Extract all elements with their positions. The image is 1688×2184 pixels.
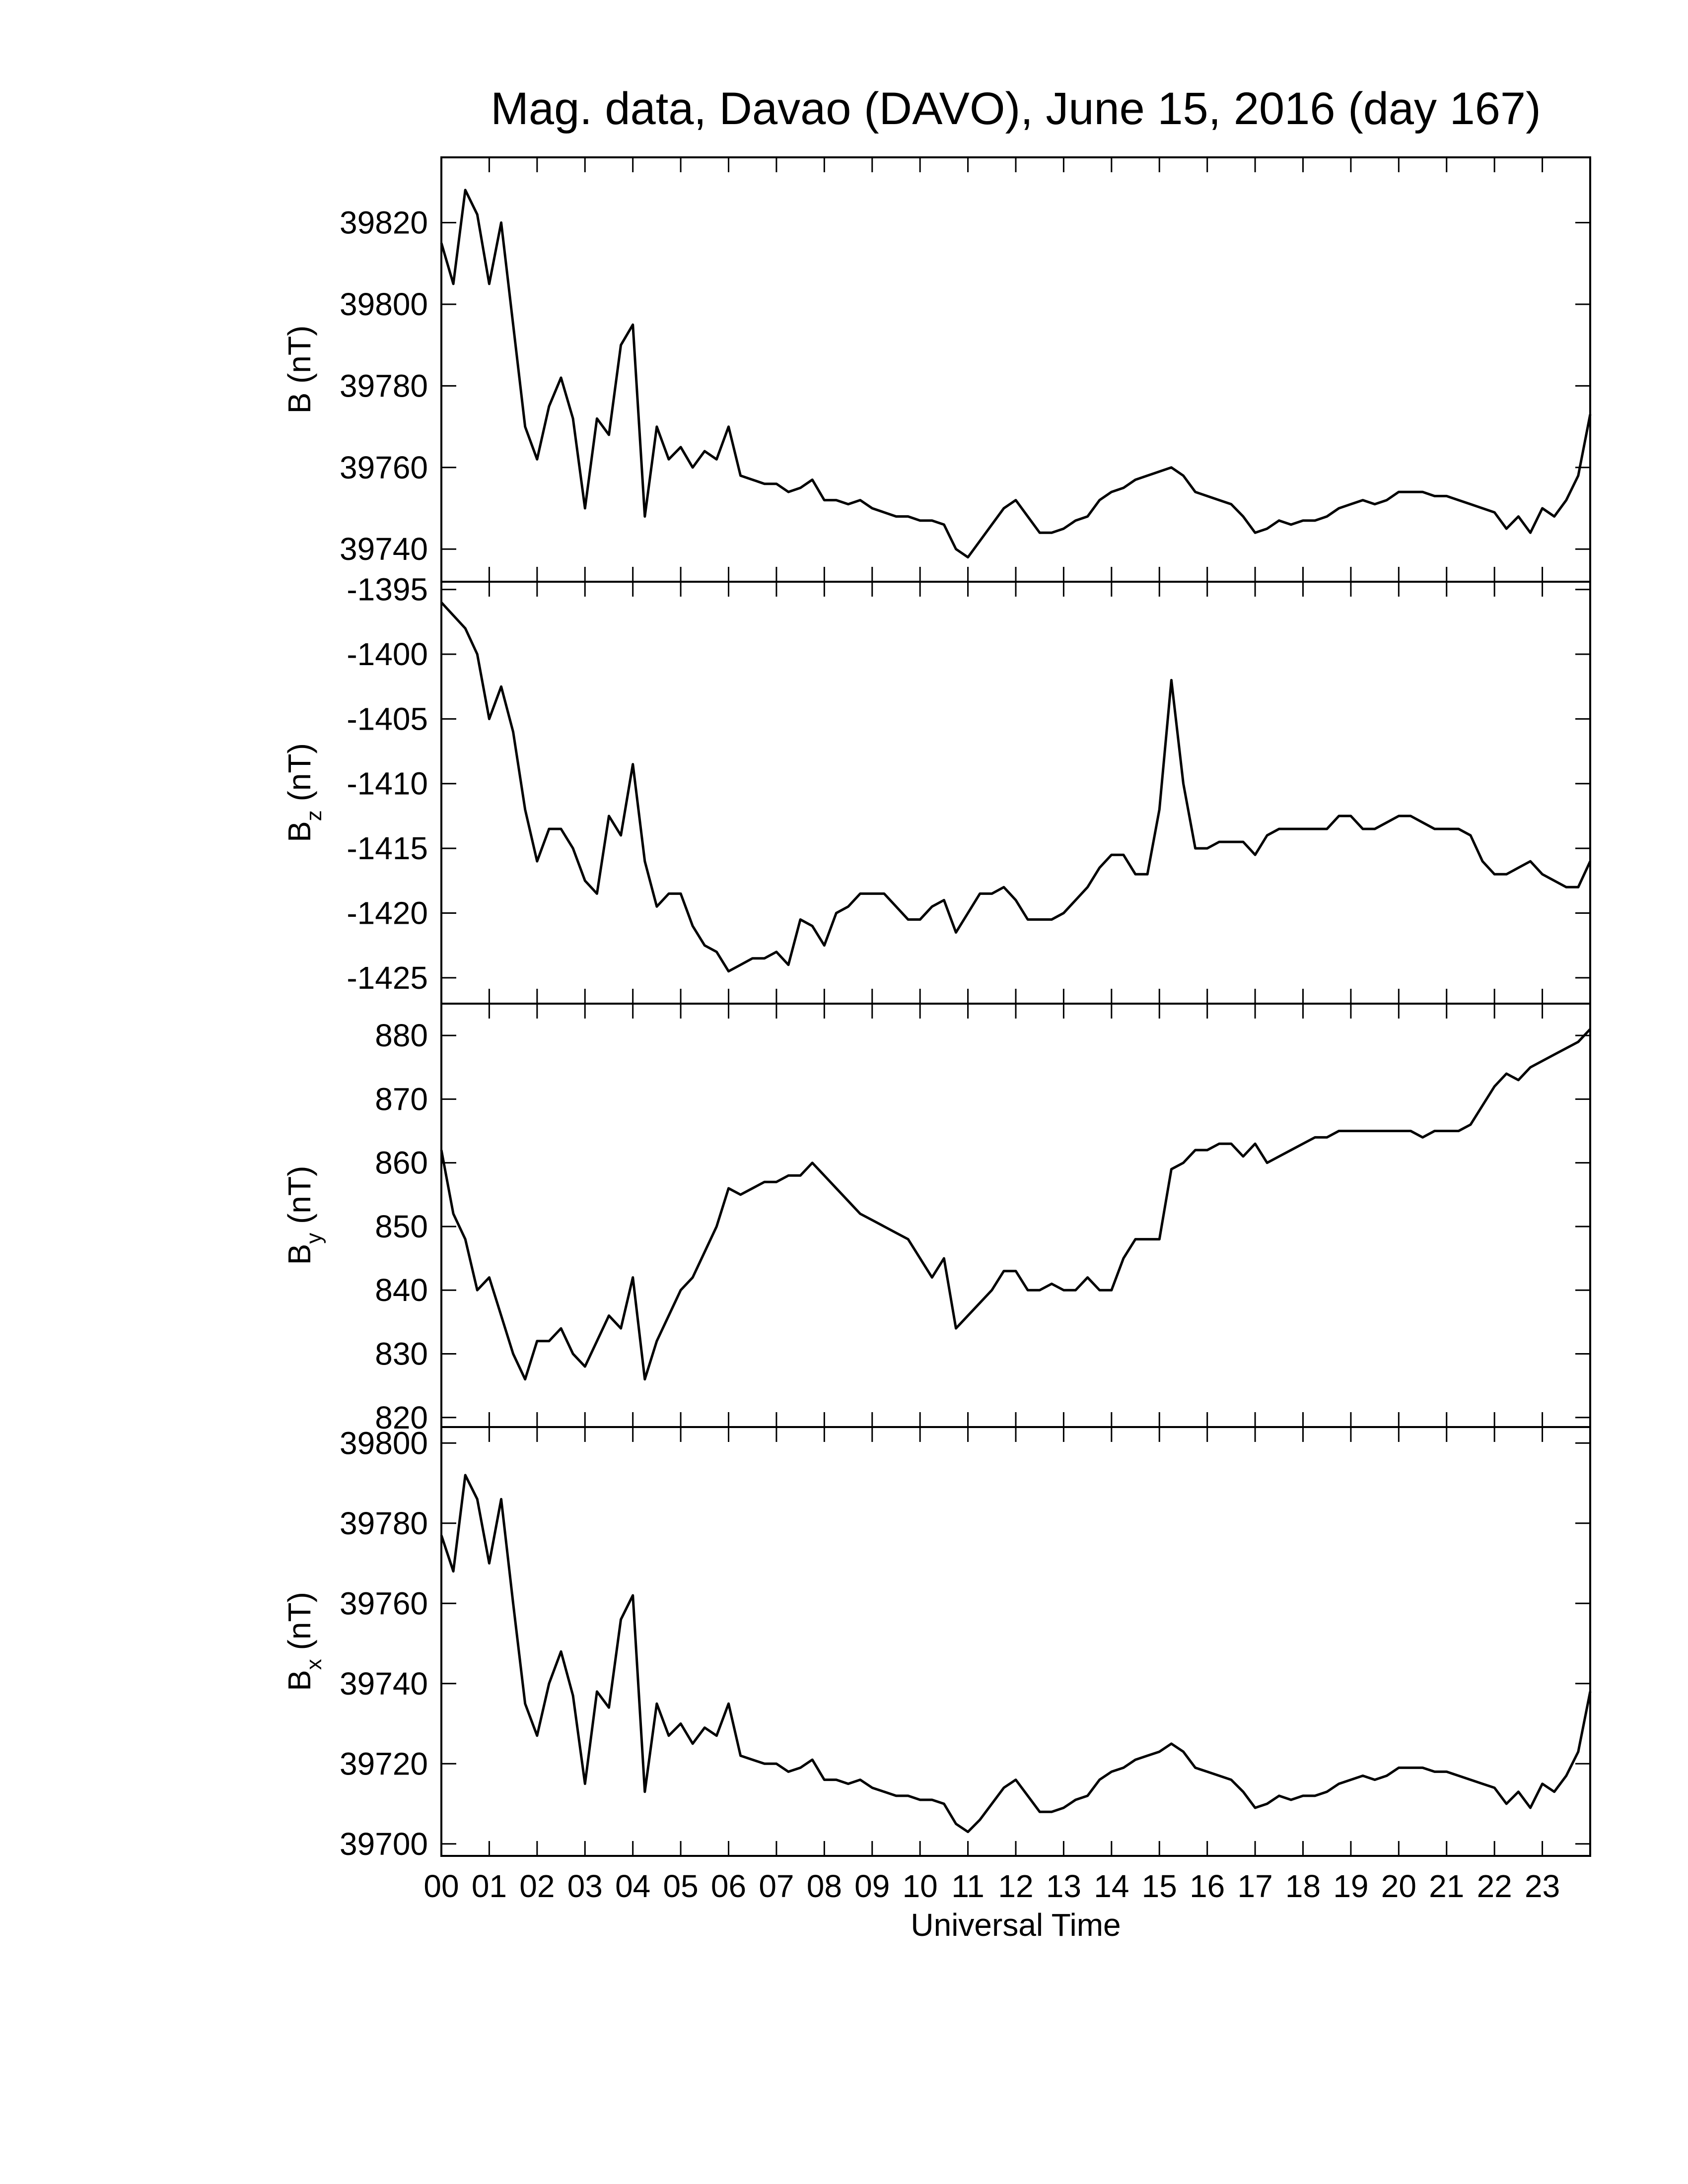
y-tick-label: 39740 <box>340 1666 428 1702</box>
plot-frame <box>440 1426 1591 1857</box>
y-tick-label: -1425 <box>347 960 428 996</box>
plot-frame <box>440 581 1591 1005</box>
x-tick-label: 23 <box>1525 1868 1560 1904</box>
y-tick-label: -1410 <box>347 766 428 802</box>
x-tick-label: 21 <box>1429 1868 1464 1904</box>
y-label-base: B <box>281 393 317 414</box>
x-axis-label: Universal Time <box>911 1907 1121 1943</box>
x-tick-label: 03 <box>567 1868 603 1904</box>
x-tick-label: 10 <box>903 1868 938 1904</box>
y-tick-label: 830 <box>375 1336 428 1371</box>
x-tick-label: 22 <box>1477 1868 1512 1904</box>
y-label-base: B <box>281 1244 317 1265</box>
y-tick-label: 39780 <box>340 368 428 404</box>
x-tick-label: 05 <box>663 1868 698 1904</box>
y-tick-label: 840 <box>375 1272 428 1308</box>
y-axis-label: Bz (nT) <box>281 743 326 842</box>
y-tick-label: 39720 <box>340 1746 428 1781</box>
y-tick-label: 39800 <box>340 1425 428 1461</box>
x-tick-label: 14 <box>1094 1868 1129 1904</box>
y-tick-label: 39760 <box>340 450 428 485</box>
x-tick-label: 11 <box>951 1868 984 1904</box>
x-tick-label: 20 <box>1381 1868 1416 1904</box>
y-label-base: B <box>281 821 317 842</box>
x-tick-label: 15 <box>1142 1868 1177 1904</box>
x-tick-label: 13 <box>1046 1868 1081 1904</box>
y-tick-label: 820 <box>375 1400 428 1435</box>
y-label-unit: (nT) <box>281 1166 317 1233</box>
x-tick-label: 16 <box>1190 1868 1225 1904</box>
y-tick-label: 39780 <box>340 1505 428 1541</box>
y-label-base: B <box>281 1670 317 1691</box>
x-tick-label: 00 <box>423 1868 459 1904</box>
y-axis-label: By (nT) <box>281 1166 326 1265</box>
y-tick-label: -1400 <box>347 636 428 672</box>
plot-frame <box>440 1003 1591 1428</box>
y-tick-label: -1405 <box>347 701 428 737</box>
y-tick-label: 880 <box>375 1018 428 1053</box>
y-tick-label: 39760 <box>340 1585 428 1621</box>
x-tick-label: 06 <box>711 1868 746 1904</box>
y-tick-label: -1415 <box>347 830 428 866</box>
y-label-sub: x <box>302 1659 326 1670</box>
x-tick-label: 01 <box>472 1868 507 1904</box>
x-tick-label: 18 <box>1285 1868 1321 1904</box>
x-tick-label: 02 <box>519 1868 555 1904</box>
y-tick-label: 39800 <box>340 286 428 322</box>
y-axis-label: B (nT) <box>281 326 317 414</box>
y-tick-label: -1395 <box>347 572 428 608</box>
x-tick-label: 17 <box>1237 1868 1272 1904</box>
y-tick-label: -1420 <box>347 895 428 931</box>
x-tick-label: 07 <box>759 1868 794 1904</box>
x-tick-label: 19 <box>1333 1868 1368 1904</box>
y-axis-label: Bx (nT) <box>281 1592 326 1691</box>
data-line <box>440 189 1592 559</box>
y-label-unit: (nT) <box>281 326 317 393</box>
data-line <box>440 1474 1592 1834</box>
plot-frame <box>440 156 1591 583</box>
y-label-unit: (nT) <box>281 1592 317 1659</box>
data-line <box>440 602 1592 973</box>
y-tick-label: 850 <box>375 1209 428 1244</box>
x-tick-label: 12 <box>998 1868 1033 1904</box>
data-line <box>440 1028 1591 1381</box>
x-tick-label: 04 <box>615 1868 650 1904</box>
y-tick-label: 870 <box>375 1081 428 1117</box>
y-label-unit: (nT) <box>281 743 317 810</box>
y-tick-label: 39700 <box>340 1826 428 1862</box>
y-label-sub: y <box>302 1233 326 1244</box>
y-tick-label: 39820 <box>340 205 428 241</box>
y-tick-label: 860 <box>375 1145 428 1181</box>
x-tick-label: 08 <box>807 1868 842 1904</box>
x-tick-label: 09 <box>854 1868 890 1904</box>
y-tick-label: 39740 <box>340 531 428 567</box>
chart-title: Mag. data, Davao (DAVO), June 15, 2016 (… <box>491 83 1541 134</box>
y-label-sub: z <box>302 810 326 821</box>
